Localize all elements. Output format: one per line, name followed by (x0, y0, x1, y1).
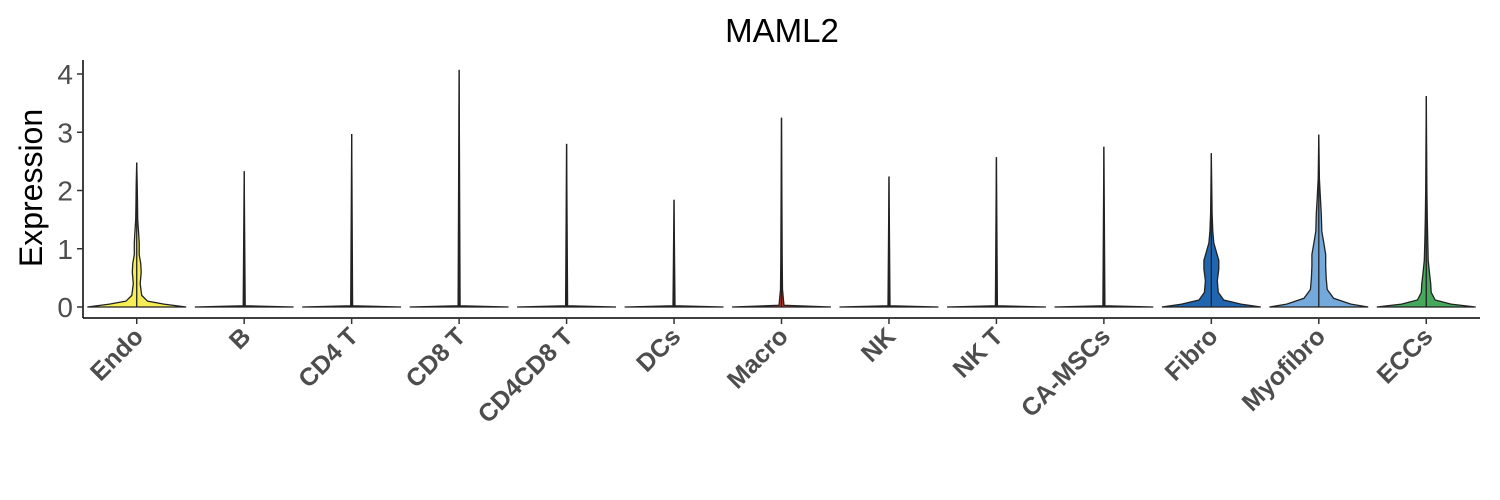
y-tick-label: 3 (57, 117, 73, 148)
x-tick-label: Macro (722, 322, 794, 394)
x-tick-label: B (224, 322, 257, 355)
x-tick-label: CA-MSCs (1016, 322, 1116, 422)
x-tick-label: DCs (631, 322, 686, 377)
y-axis-label: Expression (13, 109, 49, 267)
x-tick-label: Fibro (1160, 322, 1224, 386)
y-axis: 0 1 2 3 4 (57, 59, 84, 323)
y-tick-label: 1 (57, 234, 73, 265)
x-tick-label: NK (856, 322, 901, 367)
x-tick-label: ECCs (1372, 322, 1439, 389)
x-tick-label: CD4 T (293, 322, 364, 393)
y-tick-label: 2 (57, 176, 73, 207)
y-tick-label: 4 (57, 59, 73, 90)
x-tick-label: Myofibro (1237, 322, 1331, 416)
x-tick-label: CD8 T (400, 322, 471, 393)
x-axis: Endo B CD4 T CD8 T CD4CD8 T DCs Macro NK NK T CA-… (83, 317, 1480, 429)
y-tick-label: 0 (57, 292, 73, 323)
x-tick-label: NK T (948, 322, 1009, 383)
chart-title: MAML2 (725, 12, 839, 49)
x-tick-label: Endo (85, 322, 149, 386)
violin-group (87, 69, 1476, 308)
x-tick-label: CD4CD8 T (473, 322, 579, 428)
